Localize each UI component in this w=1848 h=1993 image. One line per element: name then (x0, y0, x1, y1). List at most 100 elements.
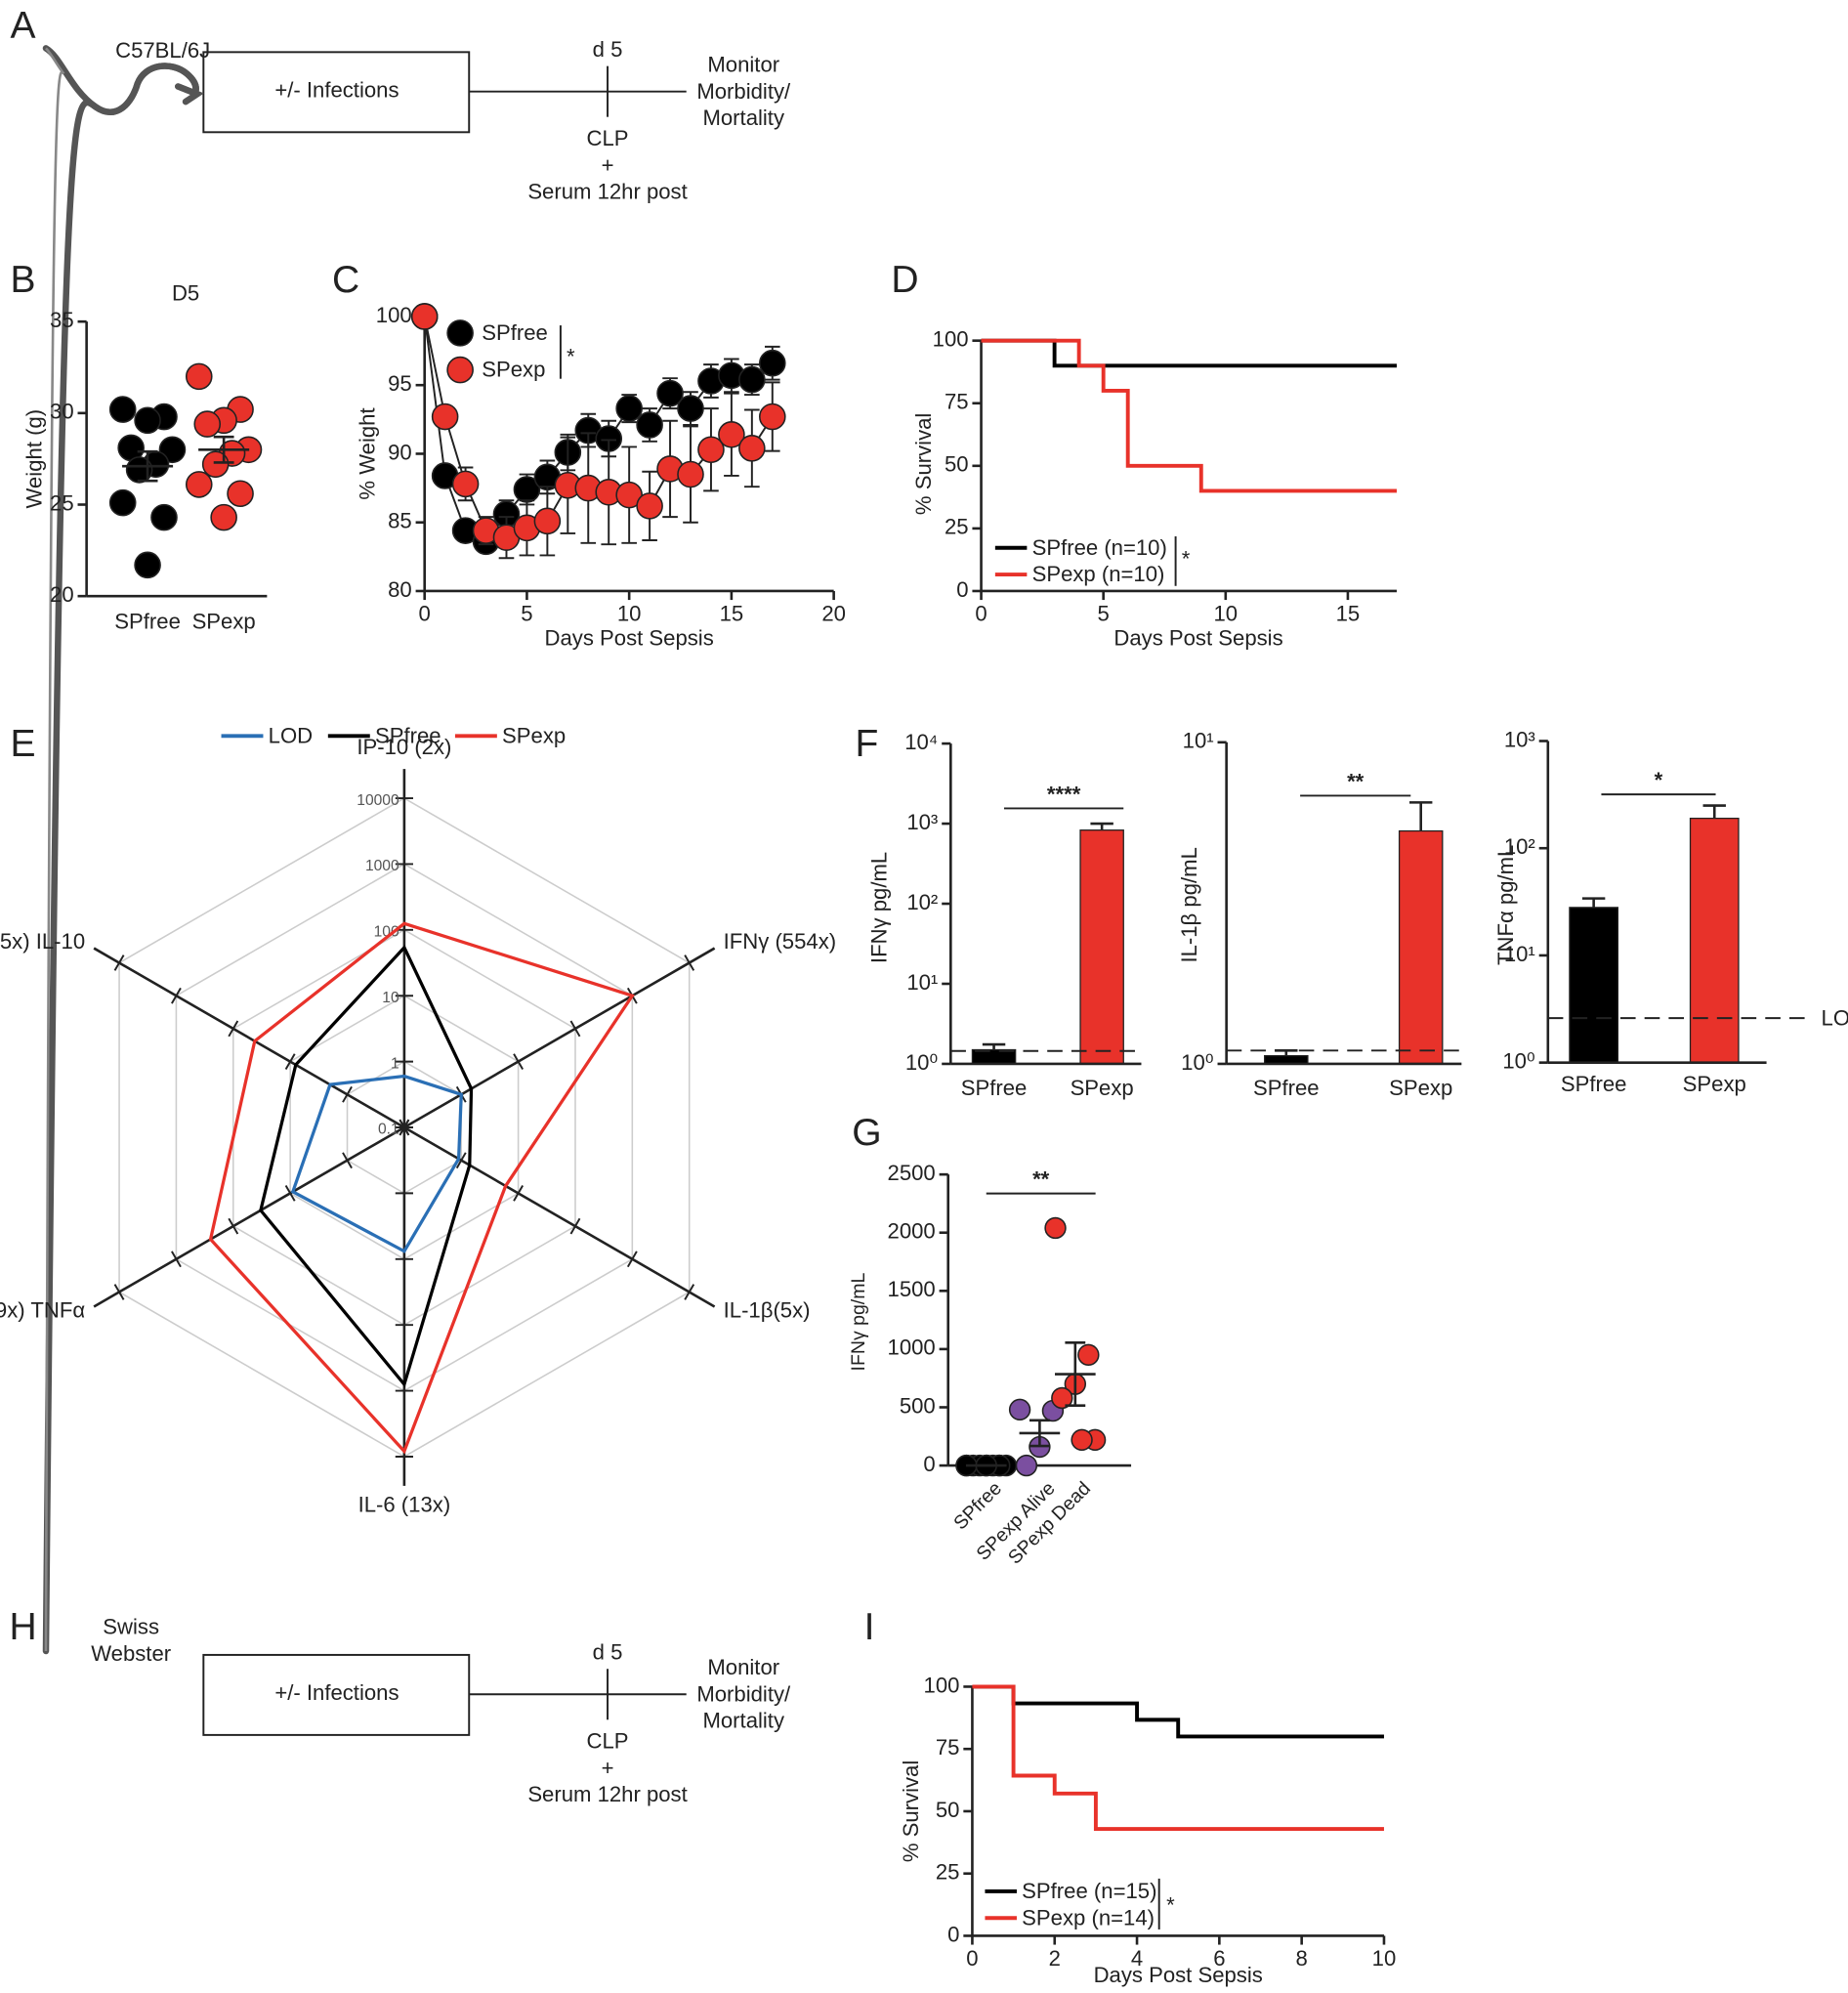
y-tick-label: 0 (956, 577, 968, 602)
x-tick-label: 2 (1049, 1946, 1061, 1971)
y-tick-label: 2500 (888, 1161, 936, 1185)
y-tick-label: 0 (947, 1922, 959, 1946)
data-point (677, 395, 704, 422)
data-point (1008, 1398, 1031, 1421)
significance-label: * (1182, 547, 1191, 572)
y-tick-label: 10¹ (1504, 942, 1535, 966)
significance-label: * (1655, 768, 1663, 792)
y-tick-label: 1500 (888, 1277, 936, 1301)
y-axis-label: IFNγ pg/mL (867, 852, 892, 963)
error-bar (1408, 801, 1433, 831)
y-tick-label: 100 (933, 327, 969, 352)
significance-label: * (567, 345, 575, 369)
data-point (1077, 1343, 1100, 1367)
y-tick-label: 90 (388, 440, 412, 464)
data-point (193, 410, 222, 438)
y-tick-label: 10¹ (906, 970, 938, 995)
radar-tick (626, 1251, 638, 1268)
y-axis-label: % Survival (899, 1760, 923, 1862)
x-tick-label: SPexp (192, 609, 256, 633)
event-label: + (602, 152, 614, 177)
panel-label: D (891, 259, 918, 301)
radar-tick (113, 1284, 125, 1300)
radar-axis (403, 947, 716, 1129)
significance-label: * (1166, 1892, 1175, 1917)
radar-series (290, 1074, 463, 1253)
panel-label: E (11, 723, 36, 765)
x-axis-label: Days Post Sepsis (1113, 625, 1282, 650)
y-tick-label: 10² (1504, 834, 1535, 859)
significance-label: ** (1347, 769, 1365, 793)
error-bar (1581, 897, 1606, 908)
data-point (636, 411, 663, 439)
y-tick-label: 30 (50, 400, 74, 424)
x-tick-label: 5 (1098, 602, 1110, 626)
timepoint-label: d 5 (593, 1639, 623, 1664)
y-tick-label: 10³ (906, 810, 938, 834)
y-axis-label: IL-1β pg/mL (1177, 847, 1201, 962)
panel-label: B (11, 259, 36, 301)
radar-tick (513, 1053, 525, 1070)
data-point (1015, 1454, 1038, 1477)
error-bar (213, 435, 234, 464)
y-tick-label: 1000 (888, 1336, 936, 1360)
outcome-label: Monitor (707, 52, 779, 76)
x-tick-label: 0 (966, 1946, 978, 1971)
x-tick-label: SPexp (1389, 1076, 1452, 1100)
data-point (697, 436, 725, 464)
event-label: CLP (587, 1729, 629, 1754)
y-tick-label: 25 (945, 515, 969, 539)
y-tick-label: 95 (388, 371, 412, 396)
x-tick-label: SPfree (1561, 1072, 1627, 1096)
data-point (758, 349, 786, 377)
error-bar (1029, 1419, 1050, 1448)
radar-series (259, 944, 474, 1388)
significance-label: ** (1032, 1166, 1050, 1191)
data-point (108, 396, 137, 423)
data-point (185, 362, 213, 391)
radar-tick (342, 1085, 353, 1103)
data-point (134, 406, 161, 435)
y-tick-label: 10³ (1504, 727, 1535, 751)
legend-label: SPfree (n=15) (1022, 1879, 1156, 1903)
data-point (1051, 1386, 1073, 1410)
panel-label: A (11, 5, 36, 47)
y-tick-label: 35 (50, 308, 74, 332)
data-point (210, 503, 237, 531)
radar-axis-label: IL-6 (13x) (358, 1493, 451, 1517)
radar-tick-label: 1000 (365, 858, 399, 874)
event-label: CLP (587, 126, 629, 150)
bar (1569, 907, 1619, 1064)
y-tick-label: 10² (906, 890, 938, 914)
y-tick-label: 10⁴ (904, 730, 938, 754)
data-point (1071, 1428, 1093, 1452)
event-label: Serum 12hr post (527, 1782, 687, 1806)
mouse-label: Swiss (103, 1614, 159, 1638)
outcome-label: Mortality (702, 1709, 784, 1733)
outcome-label: Monitor (707, 1655, 779, 1679)
data-point (656, 379, 684, 407)
y-tick-label: 25 (50, 490, 74, 515)
error-bar (1065, 1341, 1086, 1408)
legend-marker (446, 356, 474, 384)
y-tick-label: 50 (945, 452, 969, 477)
legend-label: SPfree (n=10) (1032, 535, 1167, 560)
bar (1079, 829, 1124, 1065)
data-point (615, 395, 643, 422)
data-point (125, 456, 153, 484)
legend-marker (446, 319, 474, 347)
y-tick-label: 0 (923, 1452, 935, 1476)
panel-label: G (852, 1112, 881, 1154)
data-point (108, 488, 137, 517)
x-tick-label: 6 (1213, 1946, 1225, 1971)
y-tick-label: 10¹ (1183, 729, 1214, 753)
y-axis-label: % Survival (911, 413, 936, 515)
mouse-label: Webster (91, 1641, 171, 1666)
error-bar (982, 1042, 1006, 1050)
x-tick-label: SPexp (1071, 1076, 1134, 1100)
x-tick-label: 0 (419, 602, 431, 626)
y-tick-label: 500 (900, 1393, 936, 1418)
data-point (134, 551, 161, 579)
radar-tick (171, 1251, 182, 1268)
x-tick-label: 10 (617, 602, 642, 626)
